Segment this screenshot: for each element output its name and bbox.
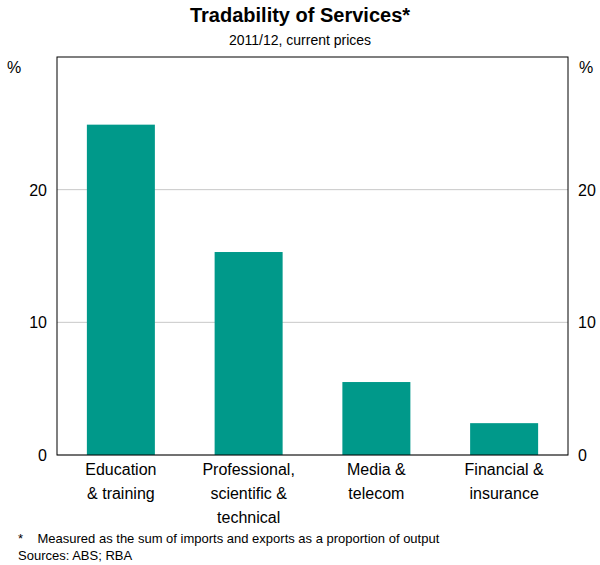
bar xyxy=(87,125,155,455)
y-tick-label: 10 xyxy=(29,314,47,331)
y-tick-label-right: 10 xyxy=(578,314,596,331)
y-tick-label: 20 xyxy=(29,182,47,199)
plot-frame xyxy=(57,57,568,455)
bar xyxy=(215,252,283,455)
chart-container: Tradability of Services* 2011/12, current… xyxy=(0,0,600,565)
y-axis-label-right: % xyxy=(579,59,593,76)
chart: Tradability of Services* 2011/12, current… xyxy=(0,0,600,565)
x-tick-label: Education& training xyxy=(85,461,156,502)
x-tick-label: Professional,scientific &technical xyxy=(202,461,295,526)
x-tick-label: Financial &insurance xyxy=(465,461,544,502)
sources: Sources: ABS; RBA xyxy=(18,548,132,563)
title: Tradability of Services* xyxy=(190,4,410,26)
footnote: * Measured as the sum of imports and exp… xyxy=(18,531,440,546)
y-axis-label: % xyxy=(7,59,21,76)
bars xyxy=(87,125,538,455)
bar xyxy=(342,382,410,455)
x-tick-label: Media &telecom xyxy=(347,461,406,502)
y-tick-label: 0 xyxy=(38,447,47,464)
y-tick-label-right: 20 xyxy=(578,182,596,199)
y-tick-label-right: 0 xyxy=(578,447,587,464)
subtitle: 2011/12, current prices xyxy=(229,32,371,48)
bar xyxy=(470,423,538,455)
